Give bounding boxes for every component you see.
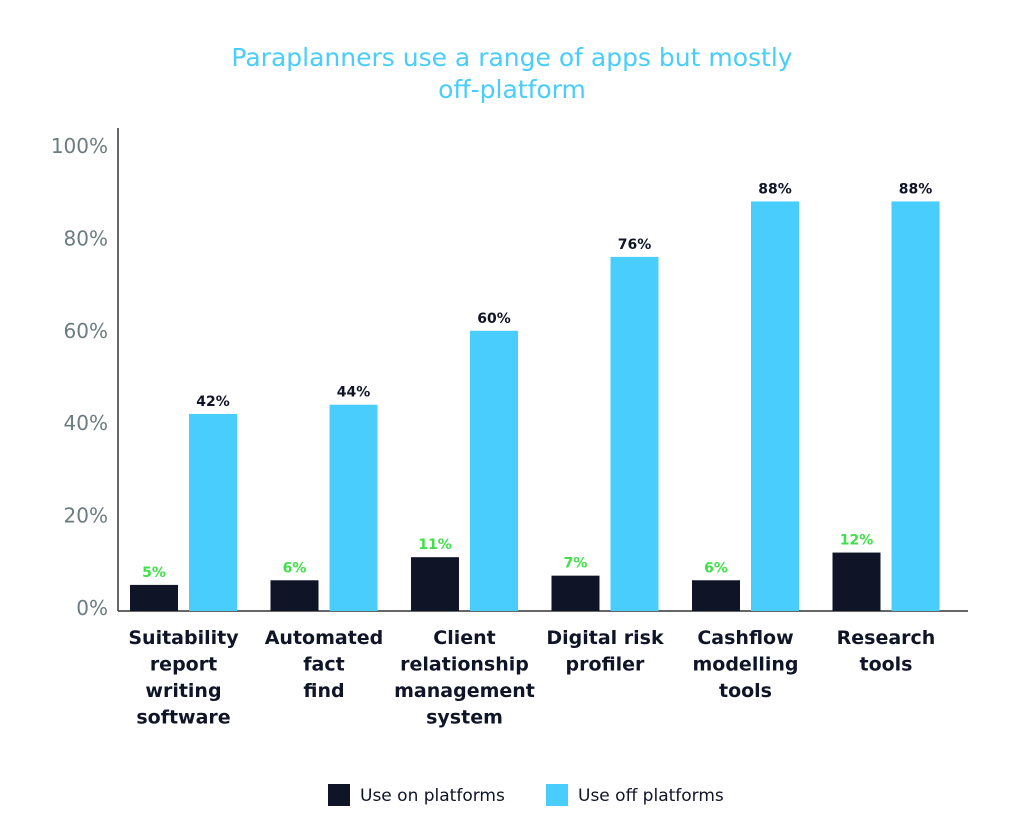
bar-off-platforms xyxy=(329,404,378,611)
y-tick-label: 40% xyxy=(64,411,108,435)
x-tick-label: Client xyxy=(433,627,495,649)
legend-swatch xyxy=(546,784,568,806)
x-tick-label: report xyxy=(150,654,217,676)
chart-title: Paraplanners use a range of apps but mos… xyxy=(0,42,1024,106)
bar-off-platforms xyxy=(470,330,518,611)
x-tick-label: Suitability xyxy=(128,627,239,649)
bar-on-platforms xyxy=(411,557,459,611)
data-label: 11% xyxy=(418,537,452,553)
x-tick-label: profiler xyxy=(566,654,646,676)
x-tick-label: Research xyxy=(837,627,936,649)
bar-off-platforms xyxy=(891,201,940,611)
x-tick-label: Digital risk xyxy=(546,627,664,649)
bar-off-platforms xyxy=(751,201,799,611)
x-tick-label: system xyxy=(426,707,503,729)
chart-title-line: Paraplanners use a range of apps but mos… xyxy=(231,43,793,72)
data-label: 6% xyxy=(704,560,728,576)
x-tick-label: software xyxy=(136,707,230,729)
x-tick-label: management xyxy=(394,680,535,702)
bar-on-platforms xyxy=(692,580,740,611)
data-label: 60% xyxy=(477,311,511,327)
data-label: 6% xyxy=(283,560,307,576)
chart-title-line: off-platform xyxy=(438,75,586,104)
y-tick-label: 80% xyxy=(64,226,108,250)
data-label: 5% xyxy=(142,565,166,581)
data-label: 88% xyxy=(899,181,933,197)
data-label: 76% xyxy=(618,237,652,253)
legend-swatch xyxy=(328,784,350,806)
y-tick-label: 20% xyxy=(64,504,108,528)
y-tick-label: 100% xyxy=(51,134,108,158)
y-tick-label: 60% xyxy=(64,319,108,343)
bar-off-platforms xyxy=(189,413,237,611)
legend-label: Use on platforms xyxy=(360,786,505,806)
bar-on-platforms xyxy=(130,584,178,611)
bar-on-platforms xyxy=(551,575,600,611)
x-tick-label: find xyxy=(303,680,344,702)
x-tick-label: relationship xyxy=(400,654,529,676)
x-tick-label: Automated xyxy=(265,627,384,649)
y-tick-label: 0% xyxy=(76,596,108,620)
legend-label: Use off platforms xyxy=(578,786,724,806)
data-label: 12% xyxy=(840,533,874,549)
x-tick-label: fact xyxy=(303,654,344,676)
bar-off-platforms xyxy=(610,256,659,611)
x-tick-label: tools xyxy=(859,654,912,676)
data-label: 42% xyxy=(196,394,230,410)
data-label: 7% xyxy=(564,556,588,572)
data-label: 44% xyxy=(337,385,371,401)
x-tick-label: Cashflow xyxy=(697,627,793,649)
x-tick-label: tools xyxy=(719,680,772,702)
x-tick-label: writing xyxy=(145,680,221,702)
bar-on-platforms xyxy=(832,552,881,611)
data-label: 88% xyxy=(758,181,792,197)
x-tick-label: modelling xyxy=(692,654,798,676)
bar-on-platforms xyxy=(270,580,319,611)
